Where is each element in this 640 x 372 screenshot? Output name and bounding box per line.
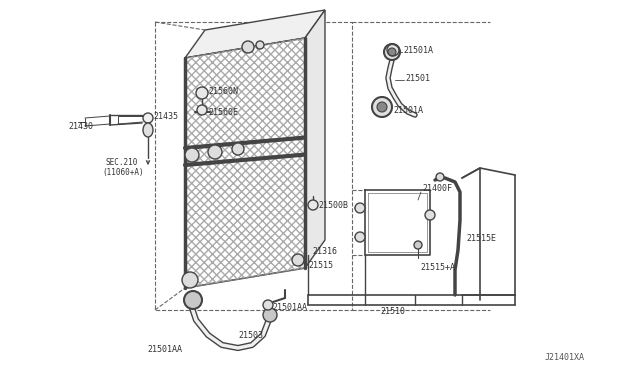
Circle shape <box>377 102 387 112</box>
Circle shape <box>425 210 435 220</box>
Text: 21400F: 21400F <box>422 183 452 192</box>
Circle shape <box>197 105 207 115</box>
Circle shape <box>185 148 199 162</box>
Polygon shape <box>185 10 325 58</box>
Circle shape <box>384 44 400 60</box>
Circle shape <box>196 87 208 99</box>
Text: 21316: 21316 <box>312 247 337 257</box>
Circle shape <box>355 232 365 242</box>
Circle shape <box>143 113 153 123</box>
Circle shape <box>256 41 264 49</box>
Text: 21435: 21435 <box>153 112 178 121</box>
Text: SEC.210: SEC.210 <box>105 157 138 167</box>
Polygon shape <box>185 38 305 288</box>
Circle shape <box>263 308 277 322</box>
Circle shape <box>208 145 222 159</box>
Text: 21501A: 21501A <box>393 106 423 115</box>
Text: 21500B: 21500B <box>318 201 348 209</box>
Circle shape <box>372 97 392 117</box>
Circle shape <box>184 291 202 309</box>
Text: 21515: 21515 <box>308 260 333 269</box>
Circle shape <box>355 203 365 213</box>
Text: 21501AA: 21501AA <box>147 346 182 355</box>
Circle shape <box>242 41 254 53</box>
Text: 21501AA: 21501AA <box>272 304 307 312</box>
Circle shape <box>263 300 273 310</box>
Text: 21510: 21510 <box>380 308 405 317</box>
Text: 21501A: 21501A <box>403 45 433 55</box>
Circle shape <box>436 173 444 181</box>
Circle shape <box>232 143 244 155</box>
Text: 21560N: 21560N <box>208 87 238 96</box>
Text: 21515+A: 21515+A <box>420 263 455 273</box>
Text: 21515E: 21515E <box>466 234 496 243</box>
Circle shape <box>388 48 396 56</box>
Polygon shape <box>305 10 325 268</box>
Circle shape <box>182 272 198 288</box>
Circle shape <box>292 254 304 266</box>
Text: (11060+A): (11060+A) <box>102 167 143 176</box>
Circle shape <box>308 200 318 210</box>
Text: 21503: 21503 <box>238 330 263 340</box>
Text: J21401XA: J21401XA <box>545 353 585 362</box>
Circle shape <box>414 241 422 249</box>
Text: 21430: 21430 <box>68 122 93 131</box>
Ellipse shape <box>143 123 153 137</box>
Text: 21560E: 21560E <box>208 108 238 116</box>
Text: 21501: 21501 <box>405 74 430 83</box>
